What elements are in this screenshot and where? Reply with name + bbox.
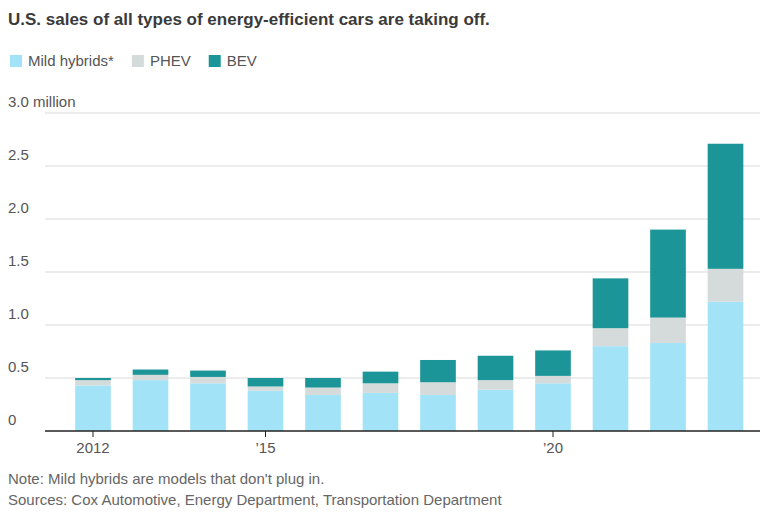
x-tick-label: ’20: [543, 439, 563, 456]
grid-line: [45, 219, 760, 220]
bar-segment: [363, 393, 399, 431]
bar-segment: [75, 378, 111, 380]
bar-segment: [593, 328, 629, 346]
bar-segment: [650, 230, 686, 318]
bar-segment: [363, 372, 399, 384]
bar-segment: [420, 395, 456, 431]
source: Sources: Cox Automotive, Energy Departme…: [8, 491, 502, 508]
y-tick-label: 2.5: [8, 146, 29, 163]
bar-segment: [420, 382, 456, 395]
bar-segment: [133, 370, 169, 375]
chart-root: U.S. sales of all types of energy-effici…: [0, 0, 768, 517]
grid-line: [45, 166, 760, 167]
y-tick-label: 1.0: [8, 305, 29, 322]
bar-segment: [190, 377, 226, 383]
bar-segment: [133, 375, 169, 380]
x-tick: [265, 431, 266, 437]
bar-segment: [190, 371, 226, 377]
bar-segment: [650, 318, 686, 343]
bar-segment: [248, 378, 284, 386]
y-tick-label: 0: [8, 411, 16, 428]
bar-segment: [478, 380, 514, 390]
x-axis: 2012 ’15 ’20: [76, 431, 563, 456]
bar-segment: [75, 380, 111, 385]
y-tick-label: 1.5: [8, 252, 29, 269]
bar-segment: [708, 144, 744, 269]
bar-segment: [420, 360, 456, 382]
legend: Mild hybrids* PHEV BEV: [10, 52, 257, 69]
note: Note: Mild hybrids are models that don't…: [8, 470, 324, 487]
x-tick-label: ’15: [255, 439, 275, 456]
grid-line: [45, 113, 760, 114]
x-tick: [553, 431, 554, 437]
legend-swatch: [10, 55, 22, 67]
bar-segment: [650, 343, 686, 431]
title: U.S. sales of all types of energy-effici…: [8, 10, 490, 29]
legend-label: Mild hybrids*: [28, 52, 114, 69]
bar-segment: [708, 269, 744, 302]
bar-segment: [535, 376, 571, 383]
grid: 0 0.5 1.0 1.5 2.0 2.5 3.0 million: [8, 93, 760, 428]
bar-segment: [478, 356, 514, 380]
legend-label: PHEV: [150, 52, 191, 69]
bar-segment: [478, 390, 514, 431]
bar-segment: [190, 383, 226, 431]
bar-segment: [708, 302, 744, 431]
bar-segment: [363, 383, 399, 393]
y-tick-label: 0.5: [8, 358, 29, 375]
chart-svg: U.S. sales of all types of energy-effici…: [0, 0, 768, 517]
bar-segment: [593, 346, 629, 431]
bar-segment: [248, 391, 284, 431]
legend-swatch: [209, 55, 221, 67]
baseline: [45, 430, 760, 432]
bars: [75, 144, 743, 431]
bar-segment: [305, 395, 341, 431]
bar-segment: [535, 383, 571, 431]
bar-segment: [75, 385, 111, 431]
legend-swatch: [132, 55, 144, 67]
y-tick-label: 2.0: [8, 199, 29, 216]
bar-segment: [305, 378, 341, 388]
bar-segment: [593, 278, 629, 328]
bar-segment: [305, 388, 341, 395]
bar-segment: [535, 350, 571, 375]
bar-segment: [248, 386, 284, 390]
legend-label: BEV: [227, 52, 257, 69]
y-tick-label: 3.0 million: [8, 93, 76, 110]
x-tick-label: 2012: [76, 439, 109, 456]
bar-segment: [133, 380, 169, 431]
x-tick: [93, 431, 94, 437]
